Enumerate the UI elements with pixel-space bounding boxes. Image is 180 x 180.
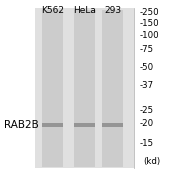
Text: -20: -20 [139, 119, 154, 128]
Bar [74, 123, 95, 127]
Bar [42, 10, 64, 166]
Text: -250: -250 [139, 8, 159, 17]
Bar [42, 123, 64, 127]
Bar [35, 8, 134, 168]
Text: -50: -50 [139, 63, 154, 72]
Text: -15: -15 [139, 140, 154, 148]
Text: -37: -37 [139, 81, 154, 90]
Text: K562: K562 [41, 6, 64, 15]
Bar [102, 10, 123, 166]
Text: -75: -75 [139, 45, 154, 54]
Text: HeLa: HeLa [73, 6, 96, 15]
Text: RAB2B: RAB2B [4, 120, 39, 130]
Text: -150: -150 [139, 19, 159, 28]
Text: 293: 293 [104, 6, 122, 15]
Text: (kd): (kd) [143, 157, 160, 166]
Text: -100: -100 [139, 31, 159, 40]
Text: -25: -25 [139, 106, 154, 115]
Bar [74, 10, 95, 166]
Bar [102, 123, 123, 127]
